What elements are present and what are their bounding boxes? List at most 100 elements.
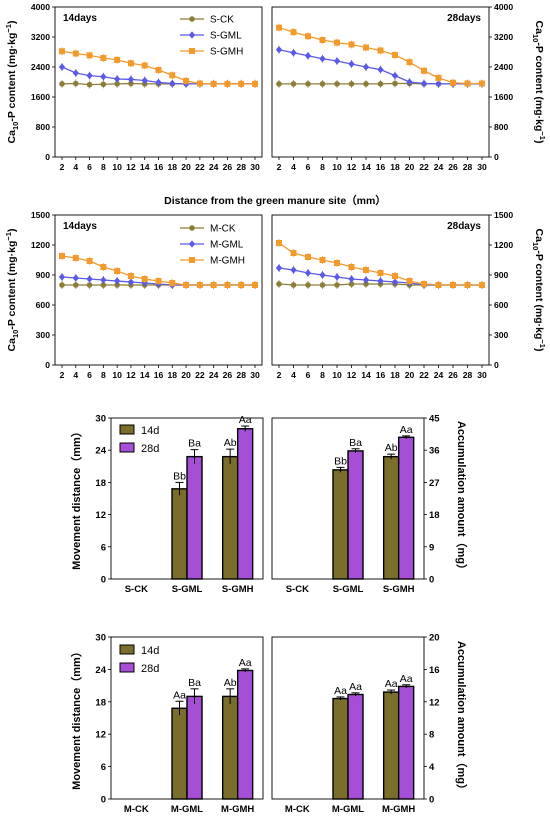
bar-14d	[382, 691, 400, 800]
y-tick-label: 18	[95, 697, 106, 708]
legend-label: 28d	[141, 663, 159, 675]
data-point-S-GMH	[363, 44, 369, 51]
category-label: S-GML	[172, 584, 203, 595]
data-point-M-GML	[304, 269, 312, 277]
x-tick-label: 4	[73, 162, 78, 172]
significance-label: Ba	[188, 677, 201, 689]
x-tick-label: 24	[209, 370, 219, 380]
bar-28d	[347, 450, 364, 580]
data-point-S-GMH	[305, 33, 311, 40]
data-point-M-GML	[86, 275, 93, 283]
legend-label: S-GMH	[210, 47, 243, 58]
x-tick-label: 20	[181, 370, 191, 380]
y-tick-label: 12	[95, 510, 106, 521]
y-tick-label: 24	[95, 665, 106, 676]
x-tick-label: 14	[361, 162, 371, 172]
data-point-S-CK	[392, 80, 398, 87]
data-point-S-GML	[100, 73, 107, 81]
y-tick-label: 4000	[494, 2, 513, 12]
data-point-S-CK	[305, 81, 311, 87]
data-point-M-GML	[362, 276, 370, 284]
y-tick-label: 1500	[494, 210, 513, 220]
y-tick-label: 2400	[494, 62, 513, 72]
panel-label: 14days	[63, 13, 97, 24]
data-point-M-CK	[348, 281, 355, 287]
y-tick-label: 1200	[31, 240, 50, 250]
legend-swatch	[119, 644, 135, 655]
data-point-S-GMH	[392, 52, 398, 58]
bar-28d	[347, 693, 364, 800]
category-label: M-GML	[171, 804, 203, 815]
x-tick-label: 24	[434, 162, 444, 172]
y-tick-label: 30	[95, 633, 106, 644]
x-tick-label: 20	[405, 370, 415, 380]
data-point-S-CK	[348, 81, 355, 87]
category-label: M-GML	[332, 804, 364, 815]
y-axis-label-m-left: Ca10-P content (mg·kg−1)	[4, 229, 20, 352]
data-point-M-GMH	[334, 260, 340, 266]
x-tick-label: 20	[181, 162, 191, 172]
data-point-S-GMH	[59, 48, 65, 55]
data-point-M-GMH	[319, 257, 326, 263]
x-tick-label: 28	[463, 370, 473, 380]
category-label: S-GML	[333, 584, 364, 595]
x-tick-label: 12	[126, 162, 136, 172]
y-tick-label: 20	[429, 633, 440, 644]
data-point-S-GMH	[183, 77, 190, 84]
ylabel-part: )	[6, 229, 18, 233]
y-axis-label-movement-m: Movement distance（mm）	[70, 646, 83, 790]
significance-label: Aa	[400, 673, 413, 685]
data-point-S-GMH	[377, 47, 384, 54]
data-point-S-GMH	[210, 80, 217, 87]
significance-label: Aa	[239, 414, 252, 426]
legend-label: S-GML	[210, 31, 242, 42]
data-point-S-CK	[377, 81, 384, 87]
y-tick-label: 2400	[31, 62, 50, 72]
data-point-S-GMH	[435, 74, 442, 81]
x-tick-label: 20	[405, 162, 415, 172]
data-point-M-GML	[127, 278, 135, 286]
y-tick-label: 1500	[31, 210, 50, 220]
data-point-M-GMH	[464, 282, 471, 288]
data-point-S-GML	[406, 78, 413, 86]
category-label: S-CK	[125, 584, 148, 595]
line-panel-m14-frame	[54, 214, 263, 366]
y-tick-label: 900	[494, 270, 509, 280]
x-tick-label: 24	[209, 162, 219, 172]
data-point-M-GML	[275, 264, 283, 272]
x-tick-label: 24	[434, 370, 444, 380]
x-tick-label: 2	[277, 162, 282, 172]
bar-14d	[332, 697, 349, 800]
significance-label: Ab	[224, 677, 237, 689]
data-point-S-GML	[155, 78, 162, 86]
ylabel-part: -P content (mg·kg	[6, 33, 18, 122]
data-point-S-GML	[304, 52, 312, 60]
ylabel-part: )	[6, 21, 18, 25]
data-point-M-GMH	[435, 282, 442, 288]
panel-label: 28days	[447, 13, 481, 24]
data-point-S-GML	[141, 76, 148, 85]
y-tick-label: 3200	[31, 32, 50, 42]
x-tick-label: 6	[306, 370, 311, 380]
data-point-M-CK	[100, 282, 107, 288]
data-point-S-GML	[391, 72, 399, 80]
y-tick-label: 0	[429, 795, 434, 806]
data-point-M-CK	[59, 282, 65, 288]
data-point-M-GMH	[86, 258, 93, 264]
x-tick-label: 30	[250, 162, 260, 172]
significance-label: Ba	[349, 437, 362, 449]
bar-14d	[382, 455, 400, 580]
bar-28d	[397, 436, 415, 580]
category-label: M-CK	[124, 804, 149, 815]
data-point-S-GMH	[421, 67, 427, 74]
significance-label: Aa	[349, 681, 362, 693]
data-point-S-CK	[334, 81, 340, 87]
ylabel-part: −1	[538, 339, 547, 348]
ylabel-part: Ca	[533, 229, 545, 243]
line-panel-m14: 2 4 6 8 10 12 14 16 18 20 22 24 26 28 3003006009001200…	[31, 210, 263, 380]
x-tick-label: 26	[223, 162, 233, 172]
data-point-S-GML	[420, 79, 428, 88]
